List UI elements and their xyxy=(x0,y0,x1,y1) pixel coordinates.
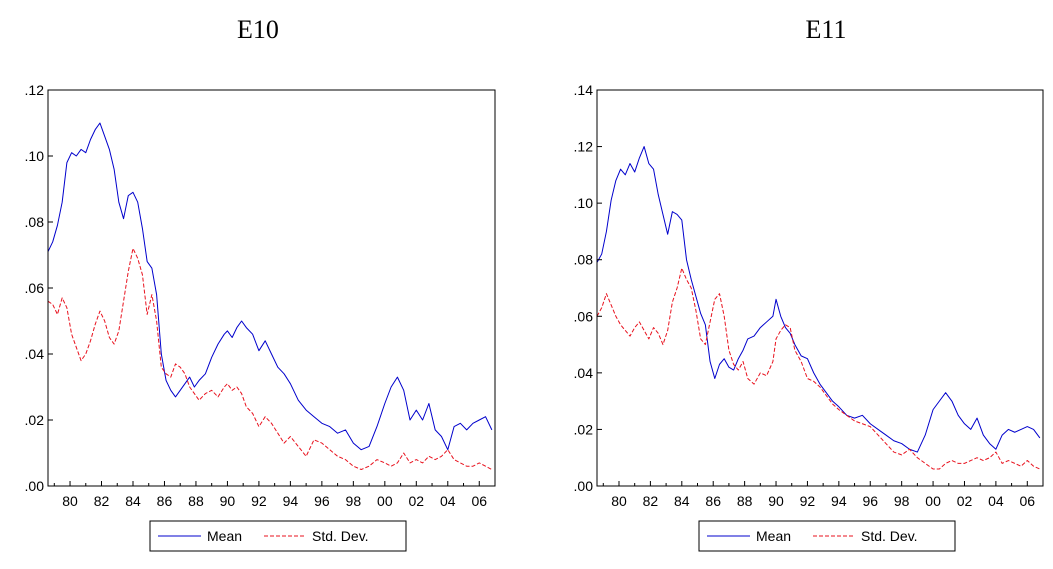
x-tick-label: 90 xyxy=(768,493,784,509)
x-tick-label: 80 xyxy=(62,493,78,509)
y-tick-label: .00 xyxy=(25,478,45,494)
y-tick-label: .02 xyxy=(25,412,45,428)
y-tick-label: .08 xyxy=(574,252,594,268)
y-tick-label: .12 xyxy=(25,82,45,98)
x-tick-label: 98 xyxy=(346,493,362,509)
x-tick-label: 82 xyxy=(94,493,110,509)
x-tick-label: 02 xyxy=(409,493,425,509)
x-tick-label: 88 xyxy=(188,493,204,509)
y-tick-label: .10 xyxy=(25,148,45,164)
x-tick-label: 82 xyxy=(643,493,659,509)
x-tick-label: 02 xyxy=(957,493,973,509)
legend: Mean Std. Dev. xyxy=(698,520,956,552)
x-tick-label: 06 xyxy=(471,493,487,509)
x-tick-label: 90 xyxy=(220,493,236,509)
y-tick-label: .08 xyxy=(25,214,45,230)
x-tick-label: 92 xyxy=(800,493,816,509)
series-line-std-dev xyxy=(47,247,493,470)
legend-label-mean: Mean xyxy=(207,528,242,544)
x-tick-label: 94 xyxy=(283,493,299,509)
plot-frame xyxy=(596,89,1044,487)
legend-label-std-dev: Std. Dev. xyxy=(312,528,369,544)
legend-label-std-dev: Std. Dev. xyxy=(861,528,918,544)
series-line-std-dev xyxy=(596,267,1041,470)
x-tick-label: 84 xyxy=(674,493,690,509)
x-tick-label: 06 xyxy=(1020,493,1036,509)
plot-frame xyxy=(47,89,496,487)
y-tick-label: .02 xyxy=(574,421,594,437)
y-tick-label: .06 xyxy=(25,280,45,296)
y-tick-label: .12 xyxy=(574,139,594,155)
chart-2: E11 .00 .02 .04 .06 .08 .10 .12 .14 80 82 84 86 88 90 9… xyxy=(574,15,1044,552)
x-tick-label: 00 xyxy=(925,493,941,509)
y-tick-label: .00 xyxy=(574,478,594,494)
x-tick-label: 98 xyxy=(894,493,910,509)
chart-1: E10 .00 .02 .04 .06 .08 .10 .12 80 82 84 86 88 90 92 94… xyxy=(25,15,496,552)
y-tick-label: .10 xyxy=(574,195,594,211)
series-line-mean xyxy=(47,122,493,451)
x-tick-label: 04 xyxy=(440,493,456,509)
x-tick-label: 80 xyxy=(611,493,627,509)
x-tick-label: 96 xyxy=(862,493,878,509)
y-tick-label: .04 xyxy=(574,365,594,381)
chart-title: E11 xyxy=(806,15,847,44)
x-tick-label: 96 xyxy=(314,493,330,509)
y-tick-label: .14 xyxy=(574,82,594,98)
legend-label-mean: Mean xyxy=(756,528,791,544)
legend: Mean Std. Dev. xyxy=(149,520,407,552)
y-tick-label: .04 xyxy=(25,346,45,362)
x-tick-label: 92 xyxy=(251,493,267,509)
x-tick-label: 86 xyxy=(705,493,721,509)
series-line-mean xyxy=(596,146,1041,453)
chart-title: E10 xyxy=(237,15,279,44)
x-tick-label: 88 xyxy=(737,493,753,509)
x-tick-label: 00 xyxy=(377,493,393,509)
y-tick-label: .06 xyxy=(574,308,594,324)
x-tick-label: 84 xyxy=(125,493,141,509)
x-tick-label: 04 xyxy=(988,493,1004,509)
x-tick-label: 86 xyxy=(157,493,173,509)
x-tick-label: 94 xyxy=(831,493,847,509)
